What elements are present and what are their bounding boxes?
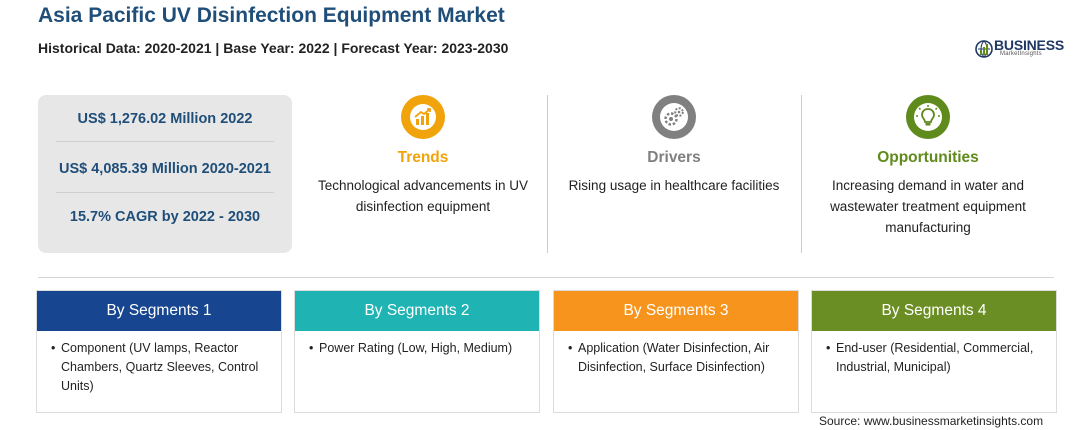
globe-logo-icon xyxy=(975,40,993,58)
logo-name: BUSINESS xyxy=(994,37,1064,53)
trend-chart-icon xyxy=(401,95,445,139)
segment-card-3: By Segments 3 • Application (Water Disinf… xyxy=(553,290,799,413)
feature-label: Opportunities xyxy=(877,149,979,166)
feature-label: Drivers xyxy=(647,149,701,166)
feature-description: Technological advancements in UV disinfe… xyxy=(317,178,529,214)
source-note: Source: www.businessmarketinsights.com xyxy=(819,414,1044,428)
segment-title: By Segments 2 xyxy=(295,291,539,331)
business-market-insights-logo: BUSINESS MarketInsights xyxy=(975,36,1075,62)
stat-divider xyxy=(56,141,274,142)
feature-trends: Trends Technological advancements in UV … xyxy=(303,95,543,217)
vertical-divider xyxy=(801,95,802,253)
bullet-icon: • xyxy=(568,341,573,355)
segment-card-1: By Segments 1 • Component (UV lamps, Reac… xyxy=(36,290,282,413)
section-divider xyxy=(38,277,1054,278)
bullet-icon: • xyxy=(309,341,314,355)
lightbulb-icon xyxy=(906,95,950,139)
page-title: Asia Pacific UV Disinfection Equipment M… xyxy=(38,4,505,27)
feature-drivers: Drivers Rising usage in healthcare facil… xyxy=(553,95,795,196)
feature-opportunities: Opportunities Increasing demand in water… xyxy=(808,95,1048,238)
segment-item: End-user (Residential, Commercial, Indus… xyxy=(836,341,1034,374)
vertical-divider xyxy=(547,95,548,253)
segment-card-4: By Segments 4 • End-user (Residential, Co… xyxy=(811,290,1057,413)
stat-market-size-2022: US$ 1,276.02 Million 2022 xyxy=(77,111,253,127)
segment-title: By Segments 1 xyxy=(37,291,281,331)
segment-title: By Segments 4 xyxy=(812,291,1056,331)
segment-card-2: By Segments 2 • Power Rating (Low, High, … xyxy=(294,290,540,413)
segment-item: Component (UV lamps, Reactor Chambers, Q… xyxy=(61,341,259,393)
bullet-icon: • xyxy=(51,341,56,355)
market-stats-panel: US$ 1,276.02 Million 2022 US$ 4,085.39 M… xyxy=(38,95,292,253)
feature-description: Increasing demand in water and wastewate… xyxy=(830,178,1026,235)
feature-description: Rising usage in healthcare facilities xyxy=(568,178,780,193)
stat-cagr: 15.7% CAGR by 2022 - 2030 xyxy=(69,209,261,225)
segment-title: By Segments 3 xyxy=(554,291,798,331)
segment-item: Power Rating (Low, High, Medium) xyxy=(319,341,513,355)
bullet-icon: • xyxy=(826,341,831,355)
gears-icon xyxy=(652,95,696,139)
feature-label: Trends xyxy=(397,149,449,166)
stat-divider xyxy=(56,192,274,193)
stat-market-size-historical: US$ 4,085.39 Million 2020-2021 xyxy=(59,161,271,177)
segment-item: Application (Water Disinfection, Air Dis… xyxy=(578,341,770,374)
logo-subtext: MarketInsights xyxy=(1000,51,1042,57)
page-subtitle: Historical Data: 2020-2021 | Base Year: … xyxy=(38,40,509,56)
